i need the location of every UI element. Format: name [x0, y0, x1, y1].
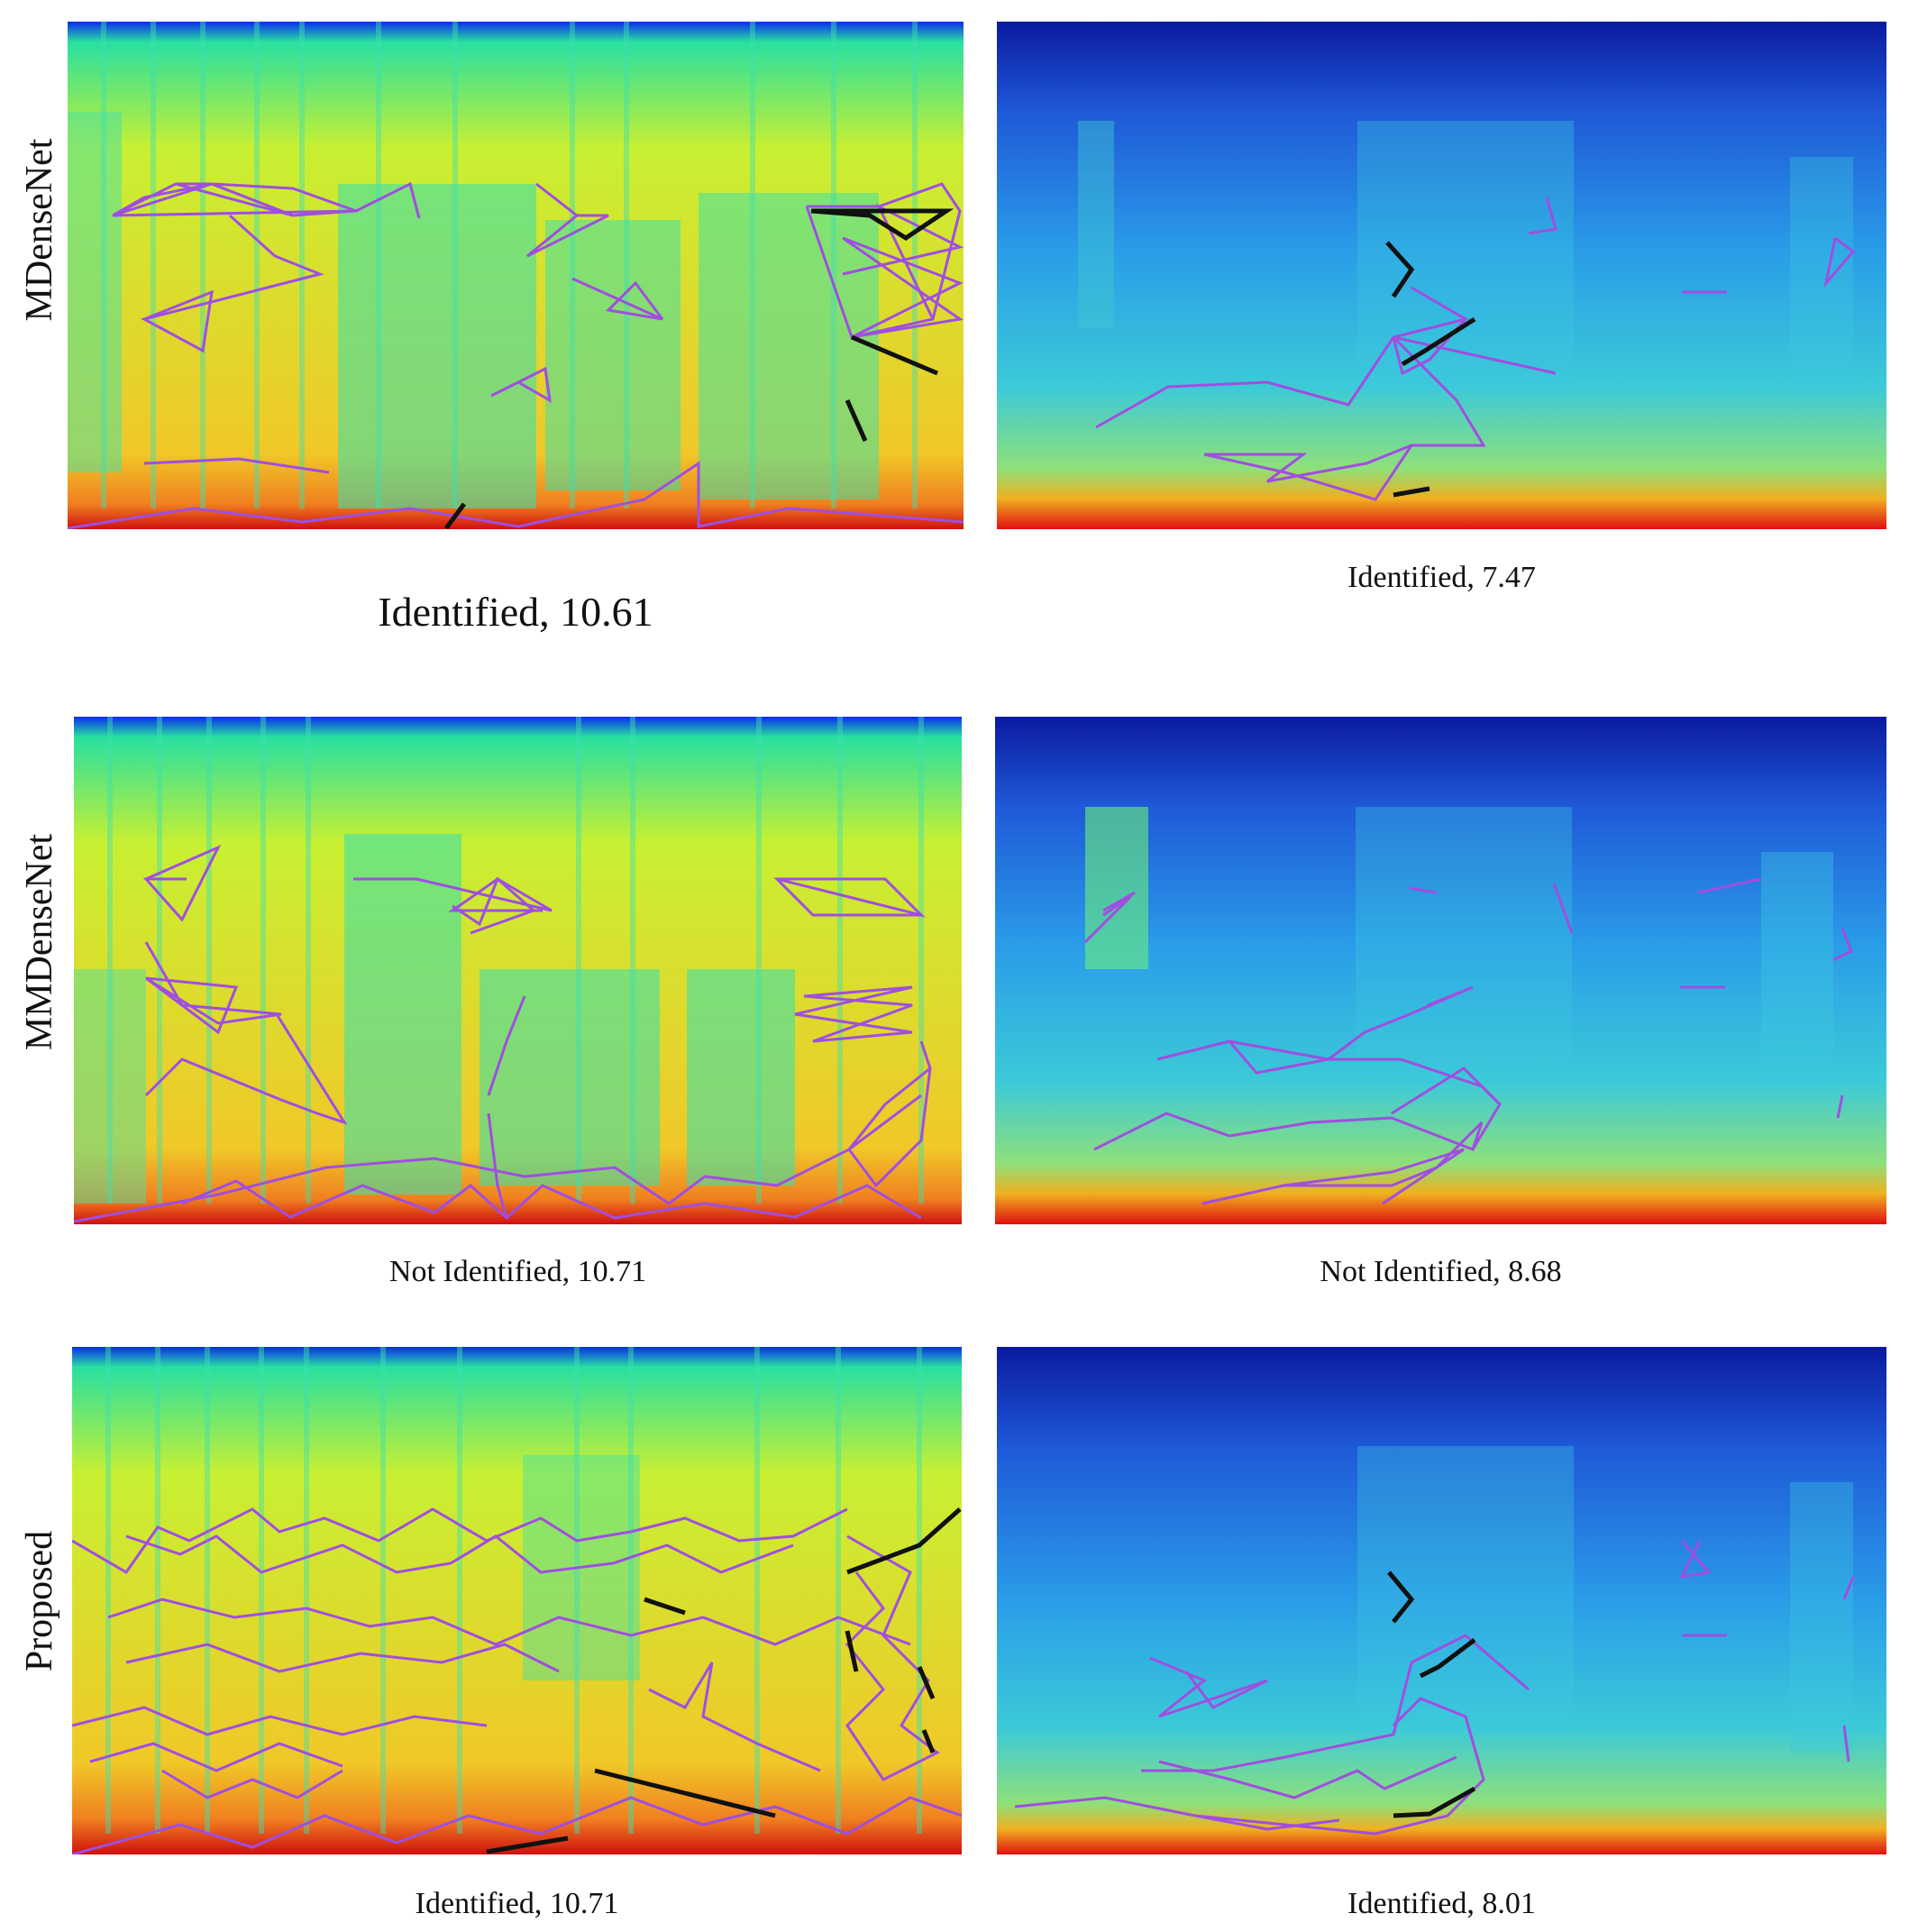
caption-mdensenet-left: Identified, 10.61 [378, 589, 653, 635]
caption-proposed-right: Identified, 8.01 [1347, 1887, 1536, 1920]
row-label-mmdensenet: MMDenseNet [19, 833, 60, 1051]
spectrogram-panel-mdensenet-right [997, 22, 1886, 529]
spectrogram-panel-mdensenet-left [68, 22, 964, 529]
spectrogram-panel-mmdensenet-right [995, 717, 1886, 1224]
spectrogram-panel-mmdensenet-left [74, 717, 962, 1224]
caption-mmdensenet-right: Not Identified, 8.68 [1320, 1255, 1562, 1288]
caption-mdensenet-right: Identified, 7.47 [1347, 561, 1536, 594]
spectrogram-panel-proposed-left [72, 1347, 962, 1854]
caption-mmdensenet-left: Not Identified, 10.71 [388, 1255, 647, 1288]
row-label-mdensenet: MDenseNet [19, 138, 60, 322]
row-label-proposed: Proposed [19, 1530, 60, 1672]
caption-proposed-left: Identified, 10.71 [415, 1887, 619, 1920]
spectrogram-panel-proposed-right [997, 1347, 1886, 1854]
